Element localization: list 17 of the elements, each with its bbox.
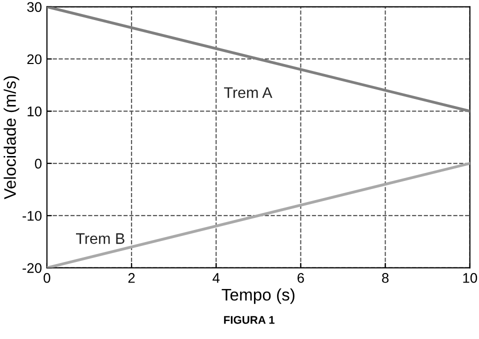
text: FIGURA 1 — [224, 316, 274, 324]
x-axis-title: Tempo (s) — [222, 288, 294, 304]
x-tick-label: 4 — [212, 273, 220, 283]
series-label: Trem A — [224, 87, 272, 98]
x-tick-label: 8 — [382, 273, 389, 283]
y-tick-label: 0 — [34, 158, 42, 169]
y-tick-label: 20 — [27, 54, 42, 64]
x-tick-label: 6 — [298, 273, 304, 283]
y-tick-label: 30 — [27, 2, 42, 12]
series-label: Trem B — [76, 233, 124, 244]
y-tick-label: 10 — [28, 106, 42, 116]
y-axis-title: Velocidade (m/s) — [4, 76, 20, 200]
x-tick-label: 0 — [44, 273, 50, 283]
x-tick-label: 2 — [128, 273, 135, 283]
y-tick-label: -20 — [22, 263, 42, 273]
y-tick-label: -10 — [22, 210, 42, 221]
x-tick-label: 10 — [463, 273, 478, 283]
